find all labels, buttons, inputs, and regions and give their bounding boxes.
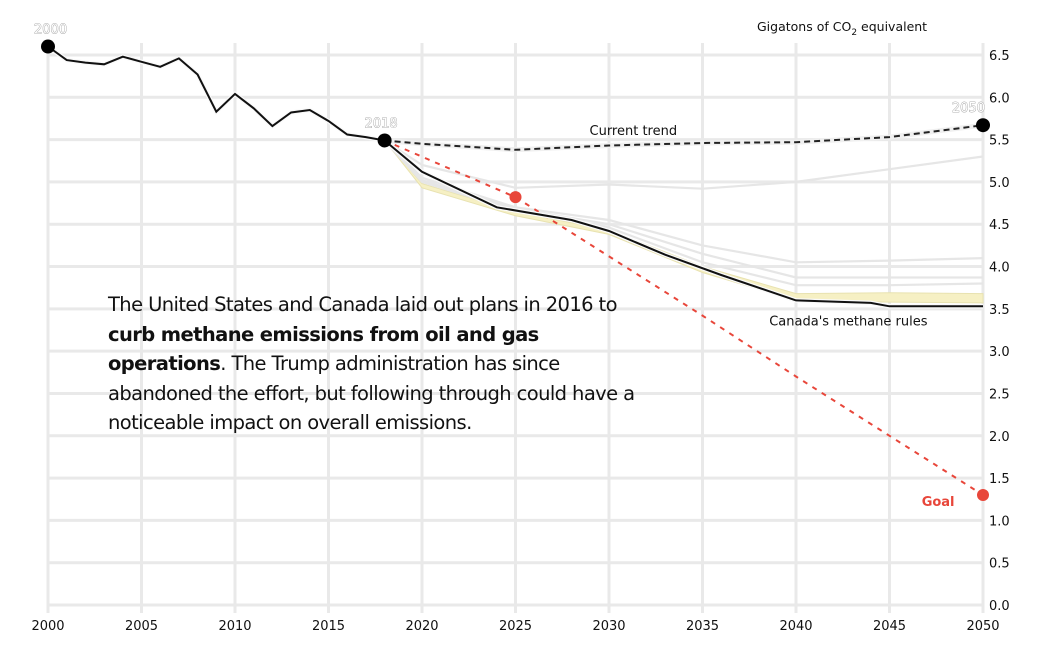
data-point-marker <box>977 489 989 501</box>
annotation-label: Canada's methane rules <box>769 315 927 330</box>
x-tick-label: 2035 <box>686 619 719 634</box>
data-point-marker <box>41 39 55 54</box>
series-canada-s-methane-rules <box>384 140 984 304</box>
x-tick-label: 2050 <box>966 619 999 634</box>
y-tick-label: 3.0 <box>989 345 1010 360</box>
x-tick-label: 2000 <box>31 619 64 634</box>
data-points: 2000 2018 2050 <box>34 22 990 501</box>
y-tick-label: 4.5 <box>989 218 1010 233</box>
y-tick-label: 1.0 <box>989 514 1010 529</box>
series-lowest-scenario <box>383 139 983 308</box>
series-current-trend <box>384 124 984 151</box>
description-bold-text: curb methane emissions from oil and gas … <box>108 322 539 376</box>
y-tick-label: 0.0 <box>989 599 1010 614</box>
point-year-label: 2018 <box>365 116 398 131</box>
point-year-label: 2000 <box>34 23 67 38</box>
series-scenario-a <box>383 139 984 190</box>
annotation-label: Current trend <box>590 124 678 139</box>
y-tick-label: 2.5 <box>989 387 1010 402</box>
y-axis-unit-label: Gigatons of CO2 equivalent <box>757 19 927 38</box>
data-point-marker <box>976 118 990 133</box>
series-historical-halo <box>46 44 386 143</box>
x-tick-label: 2025 <box>499 619 532 634</box>
annotations: Current trend Canada's methane rules Goal <box>590 124 955 510</box>
y-tick-label: 5.0 <box>989 176 1010 191</box>
x-tick-label: 2005 <box>125 619 158 634</box>
x-tick-label: 2040 <box>779 619 812 634</box>
y-tick-label: 2.0 <box>989 430 1010 445</box>
series-scenario-c <box>383 139 983 279</box>
annotation-label: Goal <box>922 495 955 510</box>
x-tick-label: 2030 <box>592 619 625 634</box>
x-tick-label: 2015 <box>312 619 345 634</box>
chart-description: The United States and Canada laid out pl… <box>108 290 648 438</box>
y-tick-label: 3.5 <box>989 303 1010 318</box>
data-series <box>46 44 984 496</box>
y-tick-label: 5.5 <box>989 134 1010 149</box>
y-tick-label: 0.5 <box>989 557 1010 572</box>
x-tick-label: 2010 <box>218 619 251 634</box>
series-current-trend-halo <box>384 122 984 153</box>
point-year-label: 2050 <box>952 101 985 116</box>
series-scenario-d <box>383 139 984 287</box>
x-tick-label: 2020 <box>405 619 438 634</box>
x-tick-label: 2045 <box>873 619 906 634</box>
y-axis-ticks: 6.5 6.0 5.5 5.0 4.5 4.0 3.5 3.0 2.5 2.0 1.5 1.0 0.5 0… <box>989 49 1010 614</box>
data-point-marker <box>377 133 392 148</box>
series-scenario-b <box>383 139 984 264</box>
x-axis-ticks: 2000 2005 2010 2015 2020 2025 2030 2035 2040 2045… <box>31 619 999 634</box>
data-point-marker <box>509 191 522 204</box>
y-tick-label: 6.0 <box>989 91 1010 106</box>
y-tick-label: 6.5 <box>989 49 1010 64</box>
y-tick-label: 1.5 <box>989 472 1010 487</box>
series-goal <box>384 139 984 496</box>
series-historical <box>47 45 385 142</box>
description-text: The United States and Canada laid out pl… <box>108 293 618 316</box>
y-tick-label: 4.0 <box>989 261 1010 276</box>
description-text-tail: . The Trump administration has since aba… <box>108 352 635 434</box>
